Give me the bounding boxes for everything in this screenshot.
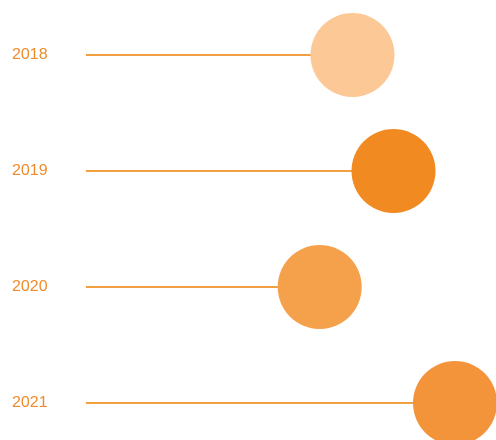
dot [310,13,395,97]
dot [413,361,496,440]
dot [277,245,362,329]
dot [351,129,436,213]
category-label: 2021 [12,394,48,411]
category-label: 2019 [12,162,48,179]
category-label: 2020 [12,278,48,295]
category-label: 2018 [12,46,48,63]
